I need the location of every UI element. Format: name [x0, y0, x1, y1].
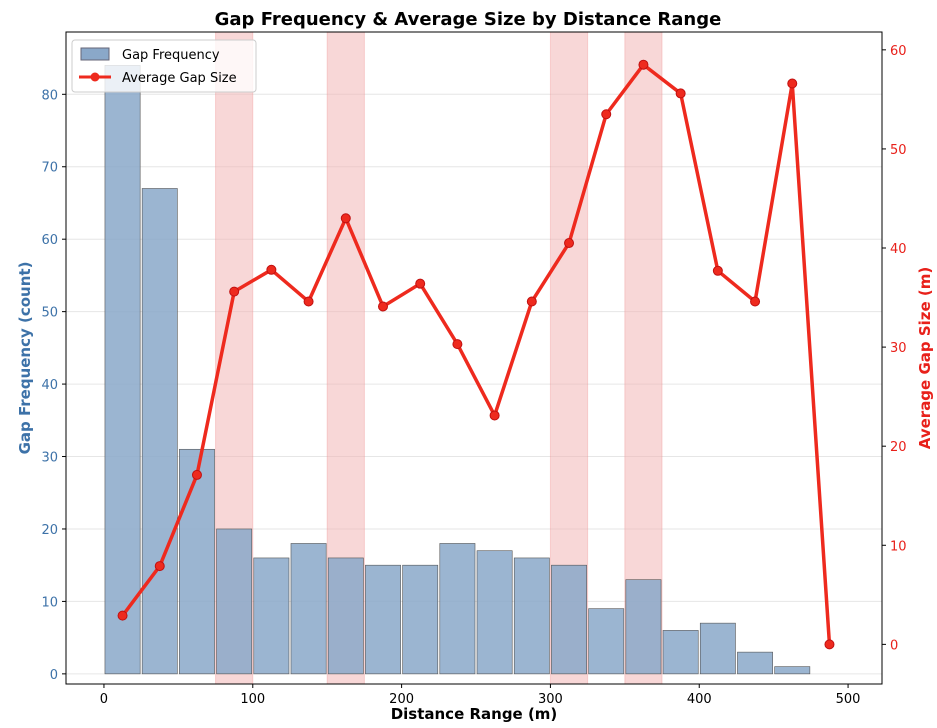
left-axis-label: Gap Frequency (count) — [16, 262, 34, 455]
bar — [365, 564, 401, 675]
bars — [104, 65, 811, 675]
x-tick-label: 400 — [687, 692, 712, 707]
left-tick-label: 0 — [50, 668, 58, 683]
bar — [402, 564, 439, 675]
chart-title: Gap Frequency & Average Size by Distance… — [215, 9, 722, 30]
bar — [774, 666, 811, 675]
avg-gap-size-point — [303, 296, 314, 307]
avg-gap-size-point — [787, 78, 798, 89]
avg-gap-size-line — [121, 62, 832, 645]
avg-gap-size-point — [638, 59, 649, 70]
bar — [216, 528, 253, 675]
avg-gap-size-point — [712, 265, 723, 276]
bar — [290, 543, 327, 675]
left-tick-label: 80 — [41, 88, 58, 103]
bar — [513, 557, 550, 675]
left-tick-label: 10 — [41, 595, 58, 610]
right-tick-label: 0 — [890, 638, 898, 653]
x-tick-label: 200 — [389, 692, 414, 707]
legend-bar-swatch — [80, 47, 110, 61]
bar — [179, 448, 215, 675]
avg-gap-size-point — [452, 339, 463, 350]
bar — [699, 622, 736, 675]
avg-gap-size-point — [601, 109, 612, 120]
avg-gap-size-point — [564, 238, 575, 249]
right-tick-label: 30 — [890, 341, 907, 356]
right-tick-label: 50 — [890, 143, 907, 158]
bar — [104, 65, 141, 675]
avg-gap-size-point — [675, 88, 686, 99]
avg-gap-size-point — [377, 301, 388, 312]
left-tick-label: 60 — [41, 233, 58, 248]
bar — [141, 188, 178, 675]
right-axis: 0 10 20 30 40 50 60 — [882, 44, 907, 653]
bar — [439, 543, 476, 675]
bar — [476, 550, 513, 675]
legend: Gap Frequency Average Gap Size — [71, 39, 257, 93]
x-tick-label: 300 — [538, 692, 563, 707]
left-tick-label: 70 — [41, 161, 58, 176]
highlight-ranges — [215, 31, 663, 685]
x-axis-label: Distance Range (m) — [391, 705, 558, 723]
bar — [551, 564, 587, 675]
right-tick-label: 60 — [890, 44, 907, 59]
right-tick-label: 10 — [890, 539, 907, 554]
left-axis: 0 10 20 30 40 50 60 70 80 — [41, 88, 66, 683]
avg-gap-size-point — [750, 296, 761, 307]
x-axis: 0 100 200 300 400 500 — [100, 684, 861, 707]
avg-gap-size-point — [266, 264, 277, 275]
legend-label-avg-size: Average Gap Size — [122, 71, 237, 86]
bar — [625, 579, 662, 675]
avg-gap-size-point — [415, 278, 426, 289]
bar — [327, 557, 364, 675]
avg-gap-size-point — [824, 639, 835, 650]
left-tick-label: 30 — [41, 451, 58, 466]
left-tick-label: 50 — [41, 306, 58, 321]
bar — [588, 608, 625, 675]
left-tick-label: 20 — [41, 523, 58, 538]
x-tick-label: 500 — [836, 692, 861, 707]
legend-line-marker — [90, 72, 100, 82]
left-tick-label: 40 — [41, 378, 58, 393]
legend-label-frequency: Gap Frequency — [122, 48, 220, 63]
line-series — [117, 59, 835, 650]
x-tick-label: 0 — [100, 692, 108, 707]
right-tick-label: 20 — [890, 440, 907, 455]
x-tick-label: 100 — [240, 692, 265, 707]
avg-gap-size-point — [489, 410, 500, 421]
plot-frame — [65, 31, 883, 685]
avg-gap-size-point — [229, 286, 240, 297]
avg-gap-size-point — [191, 469, 202, 480]
avg-gap-size-point — [154, 561, 165, 572]
avg-gap-size-point — [117, 610, 128, 621]
right-axis-label: Average Gap Size (m) — [916, 267, 934, 449]
bar — [737, 651, 773, 675]
avg-gap-size-point — [340, 213, 351, 224]
bar — [662, 630, 699, 675]
bar — [253, 557, 290, 675]
legend-box — [71, 39, 257, 93]
right-tick-label: 40 — [890, 242, 907, 257]
avg-gap-size-point — [526, 296, 537, 307]
